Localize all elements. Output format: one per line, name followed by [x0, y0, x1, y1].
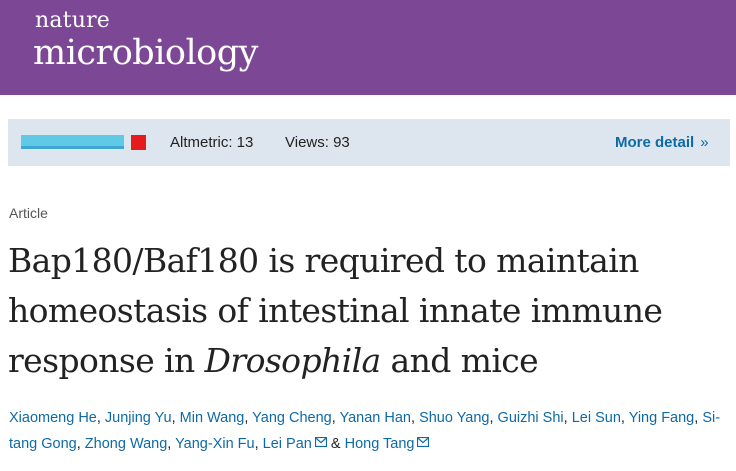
- author-separator: ,: [171, 410, 180, 426]
- author-link[interactable]: Guizhi Shi: [497, 410, 564, 426]
- author-separator: ,: [620, 410, 629, 426]
- author-separator: ,: [96, 410, 105, 426]
- author-list: Xiaomeng He, Junjing Yu, Min Wang, Yang …: [9, 405, 729, 457]
- author-separator: ,: [76, 436, 85, 452]
- title-text-end: and mice: [380, 341, 539, 380]
- journal-logo-microbiology[interactable]: microbiology: [33, 33, 258, 73]
- altmetric-badge[interactable]: [21, 135, 146, 150]
- author-separator: ,: [411, 410, 420, 426]
- author-separator: ,: [563, 410, 572, 426]
- author-link[interactable]: Yanan Han: [339, 410, 411, 426]
- journal-logo-nature[interactable]: nature: [35, 8, 111, 33]
- article-type-label: Article: [9, 205, 48, 221]
- author-separator: ,: [254, 436, 263, 452]
- author-separator: ,: [489, 410, 498, 426]
- author-link[interactable]: Zhong Wang: [84, 436, 168, 452]
- article-title: Bap180/Baf180 is required to maintain ho…: [8, 236, 730, 386]
- author-link[interactable]: Hong Tang: [344, 436, 415, 452]
- author-link[interactable]: Si-tang Gong: [9, 410, 721, 452]
- title-text-main: Bap180/Baf180 is required to maintain ho…: [8, 241, 663, 380]
- author-link[interactable]: Xiaomeng He: [9, 410, 97, 426]
- journal-header: nature microbiology: [0, 0, 736, 95]
- author-link[interactable]: Min Wang: [179, 410, 245, 426]
- mail-icon[interactable]: [314, 437, 327, 447]
- double-chevron-right-icon: »: [700, 134, 709, 151]
- article-metrics-bar: Altmetric: 13 Views: 93 More detail »: [8, 119, 730, 166]
- author-separator: ,: [694, 410, 703, 426]
- altmetric-score: Altmetric: 13: [170, 134, 254, 151]
- author-separator: ,: [244, 410, 253, 426]
- more-detail-label: More detail: [615, 134, 695, 151]
- author-link[interactable]: Ying Fang: [628, 410, 695, 426]
- author-link[interactable]: Yang-Xin Fu: [175, 436, 255, 452]
- author-link[interactable]: Junjing Yu: [104, 410, 172, 426]
- mail-icon[interactable]: [417, 437, 430, 447]
- views-count: Views: 93: [285, 134, 350, 151]
- altmetric-score-square: [131, 135, 146, 150]
- author-link[interactable]: Yang Cheng: [252, 410, 332, 426]
- author-separator: ,: [167, 436, 176, 452]
- author-link[interactable]: Lei Sun: [571, 410, 621, 426]
- author-link[interactable]: Lei Pan: [262, 436, 312, 452]
- more-detail-link[interactable]: More detail »: [615, 133, 709, 152]
- altmetric-donut-strip: [21, 135, 124, 149]
- author-separator: &: [326, 436, 345, 452]
- title-text-italic: Drosophila: [204, 341, 382, 380]
- author-separator: ,: [331, 410, 340, 426]
- author-link[interactable]: Shuo Yang: [419, 410, 490, 426]
